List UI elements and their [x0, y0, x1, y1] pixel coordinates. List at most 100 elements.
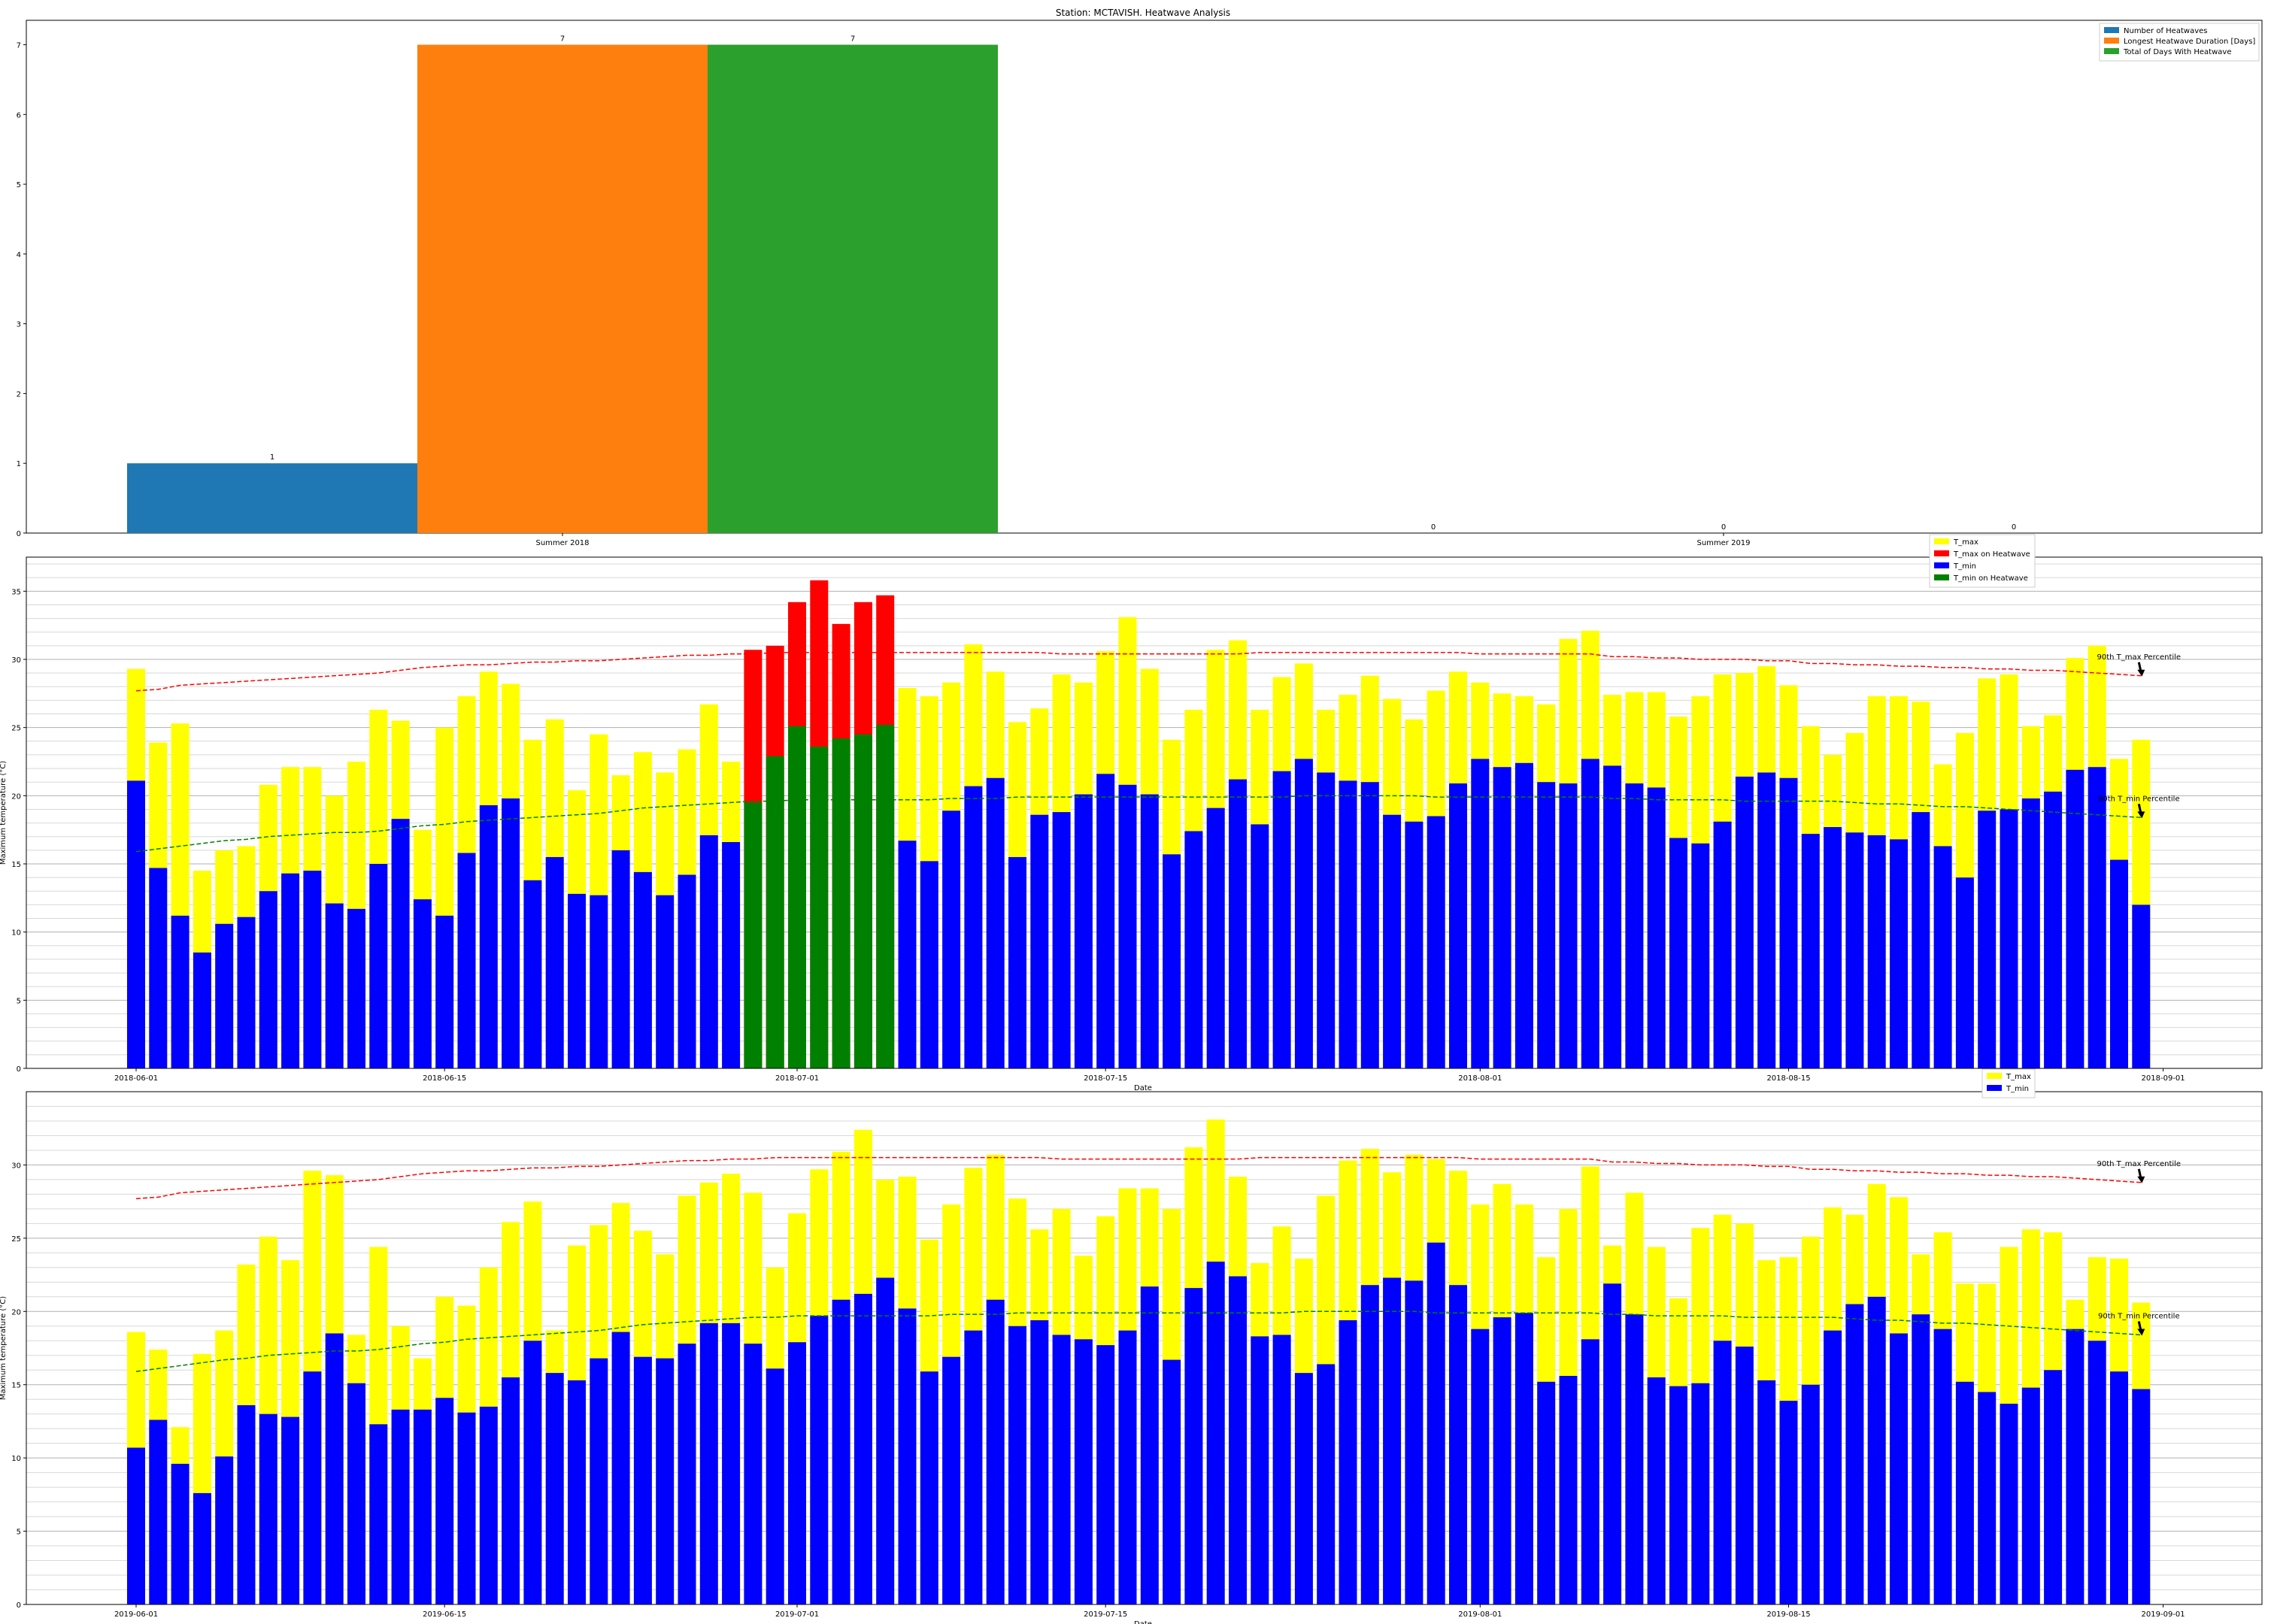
tmin-bar [964, 1330, 983, 1604]
tmin-bar [1493, 767, 1511, 1068]
tmin-bar [479, 1406, 498, 1604]
tmin-bar [369, 1424, 388, 1604]
x-tick-label: 2019-08-01 [1458, 1610, 1502, 1619]
tmin-bar [1933, 846, 1952, 1068]
tmin-bar [369, 864, 388, 1068]
x-axis-label: Date [1134, 1620, 1152, 1624]
tmin-bar [1206, 1262, 1225, 1604]
tmin-bar [1603, 1283, 1622, 1604]
tmin-bar [1272, 1335, 1291, 1604]
tmin-bar [303, 871, 322, 1068]
tmin-bar [1559, 783, 1578, 1068]
x-tick-label: 2019-07-15 [1084, 1610, 1127, 1619]
tmin-heatwave-bar [810, 747, 829, 1068]
tmin-bar [568, 1380, 586, 1604]
x-tick-label: 2019-06-01 [114, 1610, 158, 1619]
legend-label: Longest Heatwave Duration [Days] [2124, 38, 2255, 46]
tmin-bar [1669, 838, 1687, 1068]
x-tick-label: 2018-08-01 [1458, 1074, 1502, 1083]
figure-title: Station: MCTAVISH. Heatwave Analysis [1056, 8, 1230, 18]
tmin-bar [1163, 1359, 1181, 1604]
tmin-bar [1713, 821, 1732, 1068]
y-tick-label: 15 [11, 1382, 21, 1390]
y-tick-label: 5 [17, 181, 21, 189]
tmin-bar [149, 868, 168, 1068]
tmin-bar [942, 1356, 961, 1604]
x-tick-label: 2018-07-15 [1084, 1074, 1127, 1083]
tmin-bar [633, 1356, 652, 1604]
tmin-bar [435, 915, 454, 1068]
tmin-bar [1229, 779, 1247, 1068]
tmin-bar [2000, 1404, 2018, 1604]
tmin-bar [1933, 1329, 1952, 1604]
y-axis-label: Maximum temperature (°C) [0, 761, 8, 865]
legend: T_max T_min [1981, 1068, 2036, 1098]
tmin-bar [1471, 759, 1490, 1068]
tmin-bar [1514, 1313, 1533, 1604]
tmin-bar [1427, 1242, 1445, 1604]
x-tick-label: 2019-08-15 [1766, 1610, 1810, 1619]
tmin-bar [1514, 762, 1533, 1068]
bar [708, 44, 998, 533]
x-tick-label: 2019-06-15 [423, 1610, 466, 1619]
x-tick-label: 2018-08-15 [1766, 1074, 1810, 1083]
tmin-bar [1052, 1335, 1071, 1604]
tmin-bar [699, 835, 718, 1068]
tmin-bar [1824, 827, 1842, 1068]
tmin-bar [1339, 780, 1357, 1068]
tmin-bar [633, 871, 652, 1068]
tmin-bar [2000, 809, 2018, 1068]
y-tick-label: 0 [17, 1065, 21, 1074]
tmin-bar [502, 1377, 520, 1604]
tmin-bar [1008, 856, 1026, 1068]
legend-label: T_max [1953, 538, 1978, 547]
tmin-bar [611, 850, 630, 1068]
x-tick-label: 2018-06-15 [423, 1074, 466, 1083]
tmin-bar [391, 819, 410, 1068]
legend-label: T_min [2006, 1085, 2029, 1093]
tmin-bar [1339, 1320, 1357, 1604]
x-tick-label: 2018-09-01 [2142, 1074, 2185, 1083]
tmin-bar [215, 923, 234, 1068]
y-tick-label: 25 [11, 1235, 21, 1244]
tmin-bar [281, 1416, 300, 1604]
tmax-percentile-line [135, 652, 2142, 692]
tmin-bar [1625, 1314, 1644, 1604]
tmin-bar [1757, 1380, 1776, 1604]
tmin-bar [898, 1308, 917, 1604]
tmin-bar [1360, 782, 1379, 1068]
x-axis-label: Date [1134, 1084, 1152, 1092]
tmin-bar [1603, 765, 1622, 1068]
tmin-bar [678, 1344, 696, 1604]
tmin-bar [1625, 783, 1644, 1068]
legend-label: T_min on Heatwave [1953, 574, 2028, 583]
tmin-bar [611, 1332, 630, 1604]
tmin-bar [303, 1371, 322, 1604]
annotation-arrowhead [2137, 811, 2145, 819]
x-tick-label: 2019-09-01 [2142, 1610, 2185, 1619]
tmin-bar [1493, 1317, 1511, 1604]
heatwave-summary-chart: 0 1 2 3 4 5 6 7 1 7 7 Summer 2018 0 0 0 Summer 2019 Numb… [17, 20, 2263, 547]
tmin-bar [237, 1404, 256, 1604]
tmin-bar [1140, 794, 1159, 1068]
tmin-bar [1890, 839, 1908, 1068]
tmin-bar [1801, 1384, 1820, 1604]
tmin-bar [2044, 791, 2063, 1068]
tmin-bar [942, 810, 961, 1068]
tmin-bar [1471, 1329, 1490, 1604]
bar-value-label: 0 [1431, 523, 1436, 532]
tmin-bar [259, 1413, 277, 1604]
tmin-bar [325, 903, 344, 1068]
tmin-bar [502, 798, 520, 1068]
legend: T_max T_max on Heatwave T_min T_min on Heat… [1929, 534, 2036, 588]
legend-swatch [1934, 574, 1949, 580]
tmin-bar [2132, 1389, 2151, 1604]
tmin-bar [1779, 1401, 1798, 1604]
tmin-bar [1427, 816, 1445, 1068]
bar-value-label: 0 [1721, 523, 1726, 532]
legend: Number of Heatwaves Longest Heatwave Dura… [2099, 23, 2260, 62]
tmin-bar [656, 895, 675, 1068]
bar [417, 44, 708, 533]
y-tick-label: 25 [11, 725, 21, 733]
tmin-bar [1030, 1320, 1049, 1604]
